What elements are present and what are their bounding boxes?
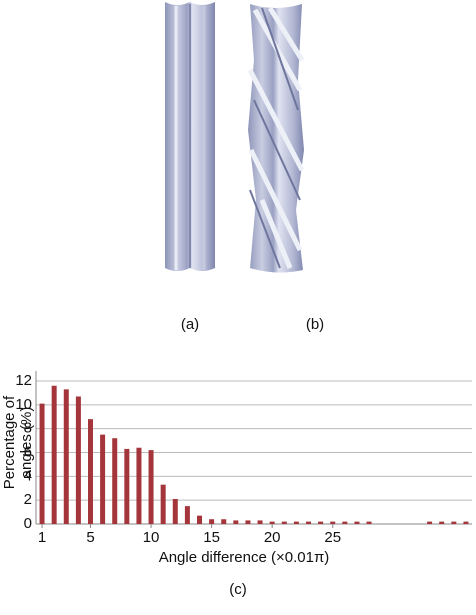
bar xyxy=(294,522,299,524)
bar xyxy=(451,522,456,524)
bar xyxy=(52,386,57,524)
cylinder-b xyxy=(248,4,304,273)
bar xyxy=(245,520,250,524)
x-tick-label: 10 xyxy=(143,529,160,546)
bar xyxy=(149,450,154,524)
bar xyxy=(100,435,105,524)
bar xyxy=(136,448,141,524)
bar xyxy=(88,419,93,524)
bar xyxy=(342,522,347,524)
cylinder-a xyxy=(165,2,215,271)
bar xyxy=(221,519,226,524)
bar xyxy=(270,522,275,524)
y-tick-label: 12 xyxy=(15,372,32,389)
panel-label: (a) xyxy=(181,316,199,333)
bar xyxy=(64,389,69,524)
bar xyxy=(318,522,323,524)
bar xyxy=(354,522,359,524)
bar xyxy=(439,522,444,524)
x-tick-label: 20 xyxy=(264,529,281,546)
bar xyxy=(197,516,202,524)
bar xyxy=(258,520,263,524)
y-axis-label: angles (%) xyxy=(18,407,35,479)
y-axis-label: Percentage of xyxy=(1,395,18,489)
bar xyxy=(306,522,311,524)
x-axis-label: Angle difference (×0.01π) xyxy=(159,549,330,566)
x-tick-label: 5 xyxy=(86,529,94,546)
bar xyxy=(367,522,372,524)
bar xyxy=(185,506,190,524)
bar xyxy=(463,522,468,524)
bar xyxy=(161,485,166,524)
x-tick-label: 25 xyxy=(324,529,341,546)
bar xyxy=(173,499,178,524)
y-tick-label: 0 xyxy=(24,515,32,532)
bar xyxy=(40,404,45,524)
caption: (c) xyxy=(229,581,247,598)
bar xyxy=(124,449,129,524)
bar xyxy=(209,519,214,524)
y-tick-label: 2 xyxy=(24,491,32,508)
bar xyxy=(76,396,81,524)
bar xyxy=(330,522,335,524)
panel-label: (b) xyxy=(306,316,324,333)
bar xyxy=(427,522,432,524)
x-tick-label: 1 xyxy=(38,529,46,546)
figure: (a) (b) (c) 0246810121510152025Angle dif… xyxy=(0,0,476,610)
bar xyxy=(233,520,238,524)
x-tick-label: 15 xyxy=(203,529,220,546)
bar xyxy=(112,438,117,524)
bar xyxy=(282,522,287,524)
